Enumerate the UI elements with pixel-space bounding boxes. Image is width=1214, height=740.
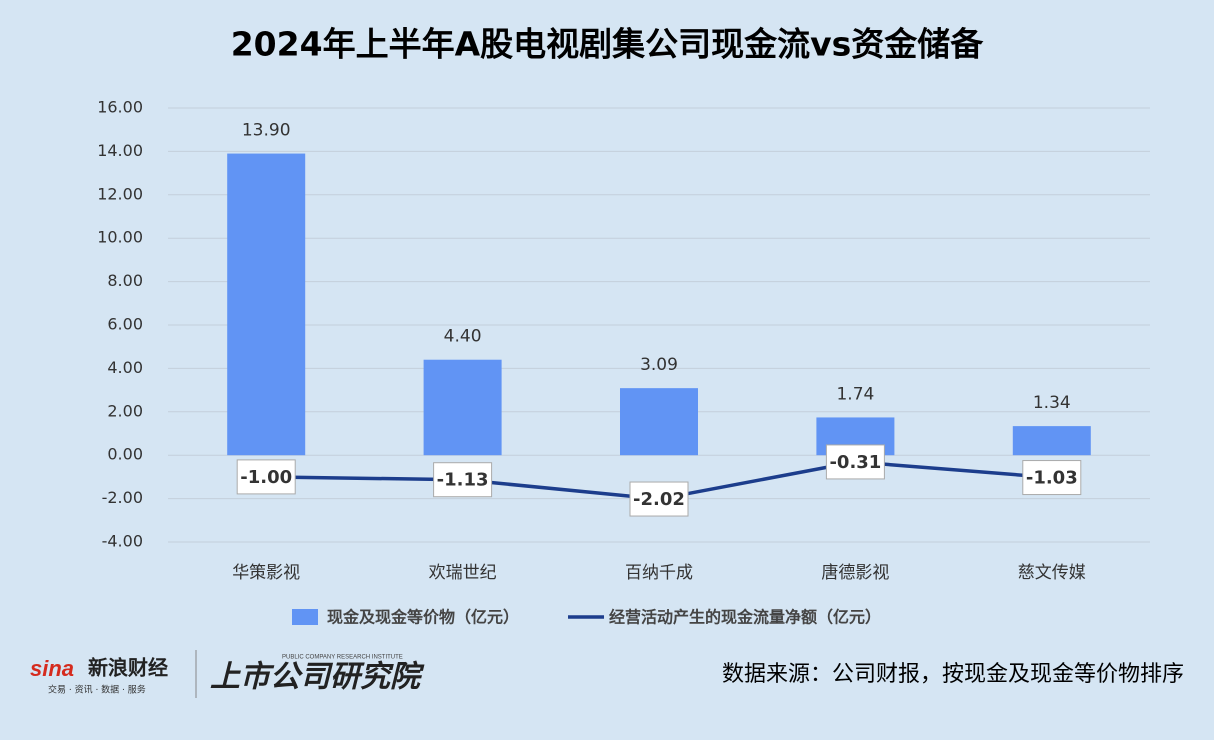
- y-tick-label: 4.00: [107, 358, 143, 377]
- value-label-box: [825, 444, 885, 480]
- value-label: -1.13: [437, 470, 489, 491]
- logo-tagline: 交易 · 资讯 · 数据 · 服务: [48, 684, 146, 696]
- value-label-box: [236, 459, 296, 495]
- bar: [423, 359, 502, 456]
- value-label: 1.34: [1033, 393, 1071, 413]
- x-tick-label: 慈文传媒: [1018, 563, 1086, 583]
- value-label: 1.74: [836, 384, 874, 404]
- institute: 上市公司研究院: [210, 660, 425, 695]
- value-label: -1.00: [240, 467, 292, 488]
- institute-en: PUBLIC COMPANY RESEARCH INSTITUTE: [282, 655, 403, 661]
- legend-label: 经营活动产生的现金流量净额（亿元）: [609, 608, 881, 627]
- x-tick-label: 欢瑞世纪: [429, 563, 497, 583]
- x-tick-label: 百纳千成: [625, 563, 693, 583]
- value-label: -0.31: [829, 452, 881, 473]
- y-tick-label: 8.00: [107, 271, 143, 290]
- value-label-box: [433, 462, 493, 498]
- y-tick-label: -2.00: [102, 488, 143, 507]
- y-tick-label: 0.00: [107, 445, 143, 464]
- legend-swatch: [292, 609, 318, 625]
- value-label: -1.03: [1026, 468, 1078, 489]
- value-label-box: [629, 481, 689, 517]
- value-label: 13.90: [242, 121, 291, 141]
- x-tick-label: 唐德影视: [821, 562, 889, 583]
- y-tick-label: 10.00: [97, 228, 143, 247]
- value-label: -2.02: [633, 489, 685, 510]
- y-tick-label: 12.00: [97, 184, 143, 203]
- y-tick-label: 2.00: [107, 401, 143, 420]
- bar: [620, 388, 698, 456]
- source: 数据来源：公司财报，按现金及现金等价物排序: [722, 662, 1184, 687]
- y-tick-label: -4.00: [102, 532, 143, 551]
- logo-mark: sina: [30, 656, 74, 681]
- bar: [1012, 426, 1091, 456]
- y-tick-label: 16.00: [97, 98, 143, 117]
- value-label: 4.40: [444, 327, 482, 347]
- y-tick-label: 6.00: [107, 315, 143, 334]
- y-tick-label: 14.00: [97, 141, 143, 160]
- logo-name: 新浪财经: [88, 656, 168, 680]
- chart-title: 2024年上半年A股电视剧集公司现金流vs资金储备: [231, 25, 985, 64]
- bar: [227, 153, 306, 456]
- value-label-box: [1022, 460, 1082, 496]
- legend-label: 现金及现金等价物（亿元）: [327, 608, 519, 627]
- value-label: 3.09: [640, 355, 678, 375]
- x-tick-label: 华策影视: [232, 563, 300, 583]
